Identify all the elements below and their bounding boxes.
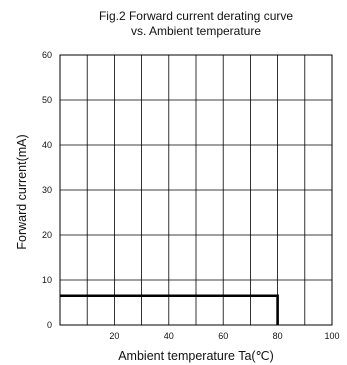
x-tick-label: 20 <box>109 331 119 341</box>
x-tick-label: 80 <box>273 331 283 341</box>
x-tick-label: 100 <box>324 331 339 341</box>
y-tick-label: 20 <box>42 230 52 240</box>
chart-title: Fig.2 Forward current derating curve <box>99 9 293 23</box>
x-tick-label: 40 <box>164 331 174 341</box>
y-tick-label: 10 <box>42 275 52 285</box>
y-tick-label: 60 <box>42 50 52 60</box>
series-line <box>60 294 279 325</box>
y-tick-label: 0 <box>47 320 52 330</box>
y-tick-label: 50 <box>42 95 52 105</box>
y-axis-ticks: 0 10 20 30 40 50 60 <box>42 50 52 330</box>
x-tick-label: 60 <box>218 331 228 341</box>
grid <box>60 55 332 325</box>
y-axis-label: Forward current(mA) <box>15 134 29 249</box>
chart-subtitle: vs. Ambient temperature <box>131 24 261 38</box>
series-group <box>60 294 279 325</box>
x-axis-ticks: 20 40 60 80 100 <box>109 331 339 341</box>
x-axis-label: Ambient temperature Ta(℃) <box>118 349 274 363</box>
y-tick-label: 40 <box>42 140 52 150</box>
plot-area <box>59 54 333 326</box>
y-tick-label: 30 <box>42 185 52 195</box>
